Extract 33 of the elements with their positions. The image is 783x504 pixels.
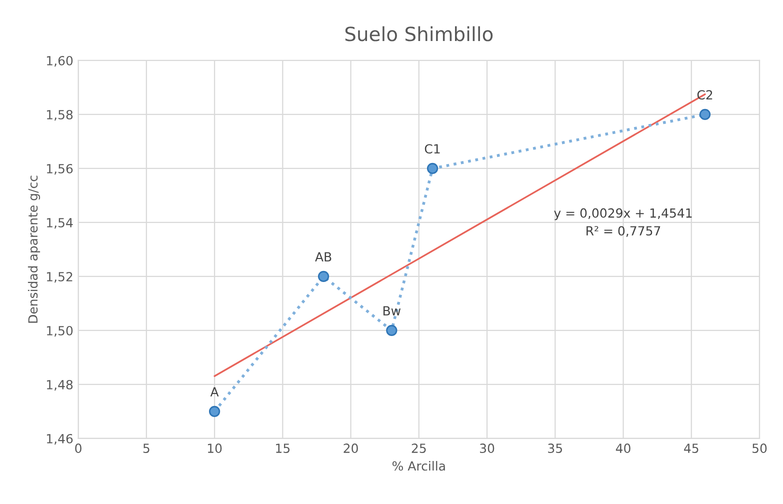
- x-tick-label: 0: [75, 444, 82, 454]
- y-tick-label: 1,58: [46, 110, 73, 121]
- x-axis-title: % Arcilla: [392, 460, 445, 471]
- y-tick-label: 1,52: [46, 272, 72, 283]
- point: [208, 406, 220, 418]
- y-tick-label: 1,56: [46, 164, 73, 175]
- y-tick-label: 1,48: [46, 380, 73, 391]
- annotation: Bw: [383, 306, 401, 316]
- x-tick-label: 5: [143, 444, 150, 454]
- y-tick-label: 1,46: [46, 434, 73, 445]
- x-tick-label: 35: [548, 444, 562, 454]
- x-tick-label: 30: [480, 444, 494, 454]
- y-axis-title: Densidad aparente g/cc: [28, 176, 40, 323]
- x-tick-label: 50: [752, 444, 767, 454]
- annotation: C1: [424, 144, 440, 154]
- annotation: C2: [697, 90, 712, 100]
- point: [318, 270, 330, 282]
- x-tick-label: 10: [208, 444, 222, 454]
- x-tick-label: 25: [412, 444, 426, 454]
- y-tick-label: 1,50: [46, 326, 73, 337]
- annotation: y = 0,0029x + 1,4541 R² = 0,7757: [554, 208, 692, 237]
- point: [699, 108, 711, 120]
- x-tick-label: 45: [684, 444, 698, 454]
- x-tick-label: 20: [344, 444, 358, 454]
- x-tick-label: 40: [616, 444, 630, 454]
- y-tick-label: 1,60: [46, 56, 73, 67]
- annotation: AB: [315, 252, 332, 262]
- annotation: A: [210, 387, 219, 396]
- y-tick-label: 1,54: [46, 218, 73, 229]
- x-tick-label: 15: [276, 444, 290, 454]
- point: [386, 324, 398, 336]
- point: [426, 162, 438, 174]
- chart-title: Suelo Shimbillo: [345, 26, 493, 42]
